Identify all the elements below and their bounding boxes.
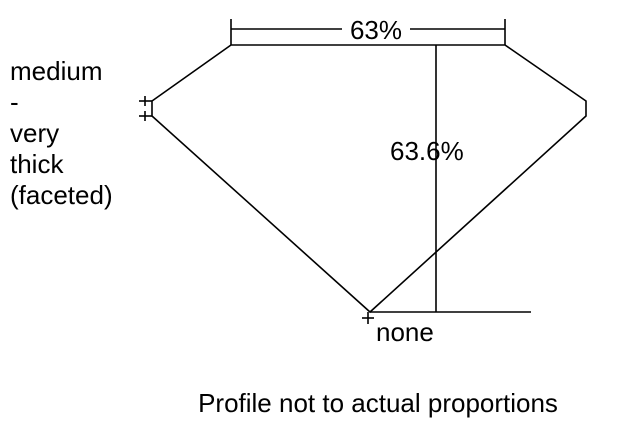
girdle-marker (139, 96, 152, 121)
girdle-label: medium - very thick (faceted) (10, 56, 113, 210)
girdle-label-line: (faceted) (10, 180, 113, 210)
depth-percent-label: 63.6% (390, 136, 464, 166)
girdle-label-line: medium (10, 56, 102, 86)
gem-outline (151, 44, 587, 314)
girdle-label-line: thick (10, 149, 64, 179)
culet-marker (362, 312, 374, 324)
girdle-label-line: - (10, 87, 19, 117)
table-percent-label: 63% (350, 15, 402, 45)
footnote: Profile not to actual proportions (198, 388, 558, 418)
culet-label: none (376, 317, 434, 347)
girdle-label-line: very (10, 118, 59, 148)
